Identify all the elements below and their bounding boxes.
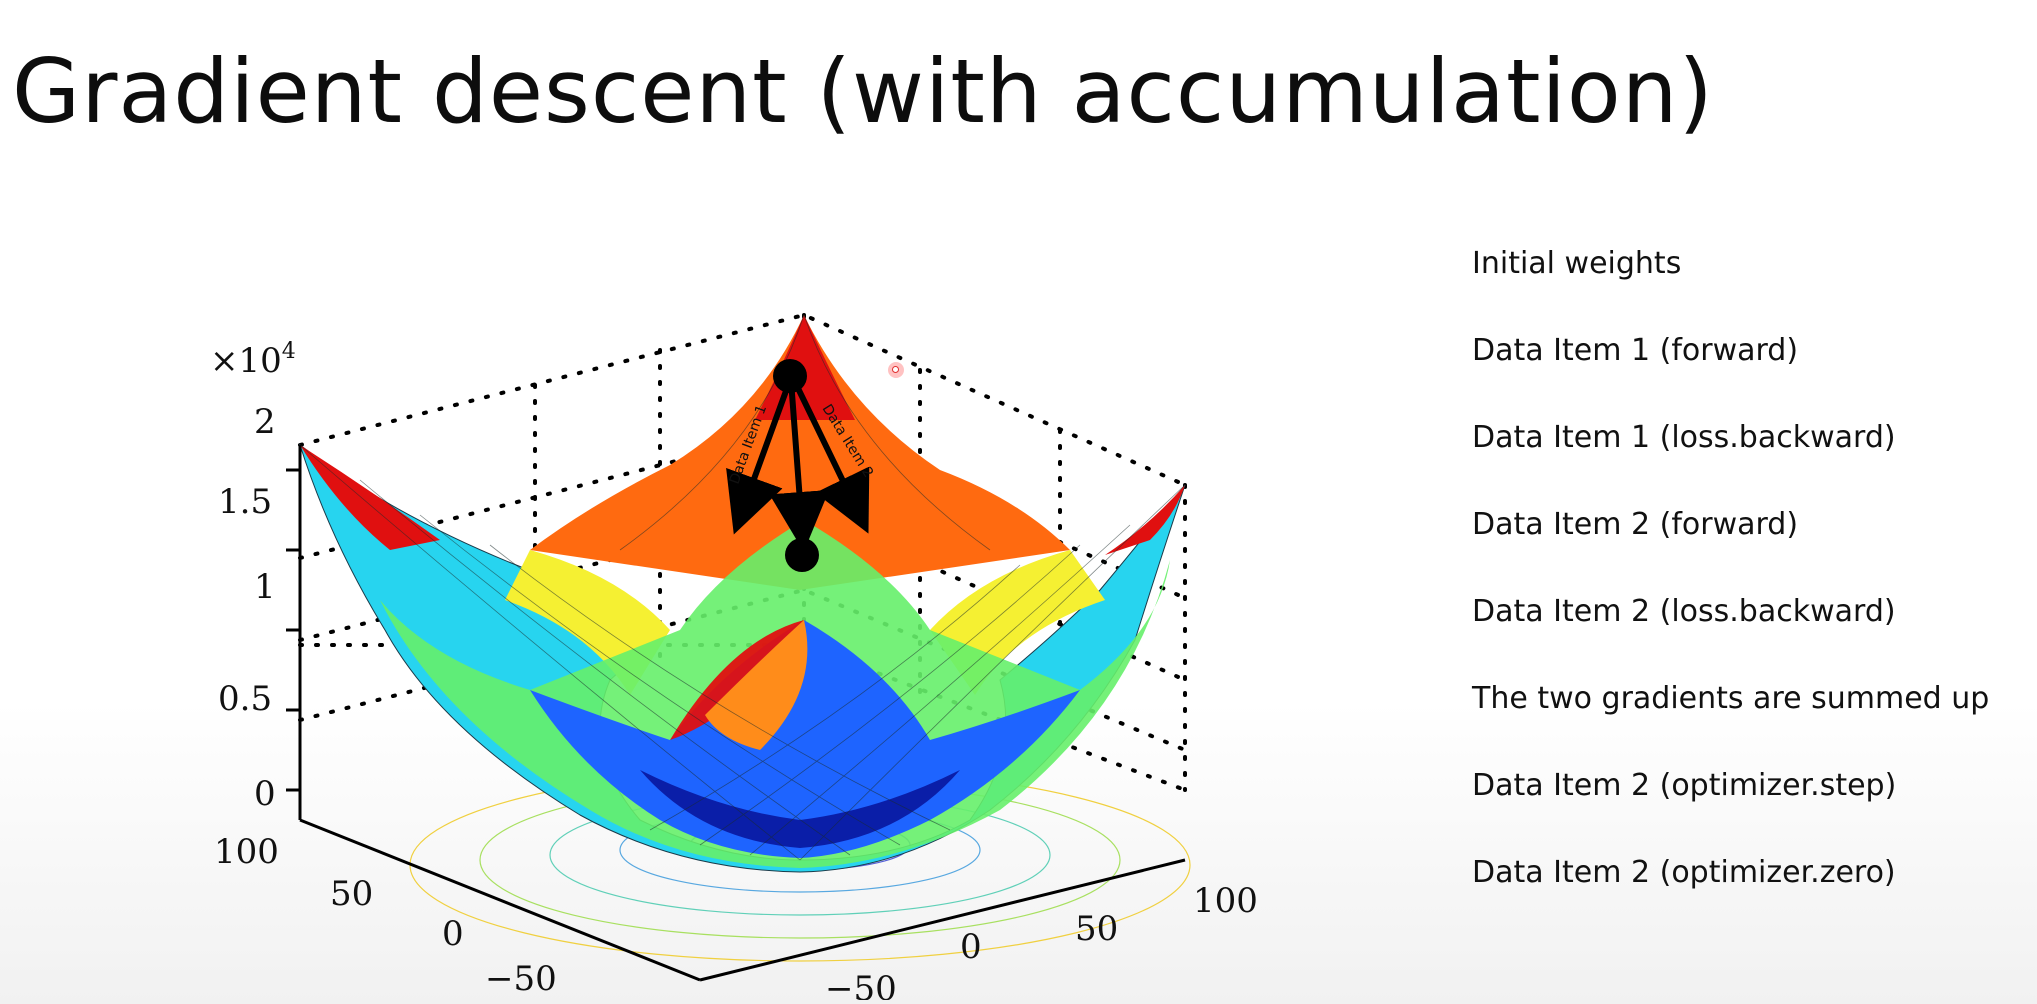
step-item1-backward: Data Item 1 (loss.backward) [1472, 420, 1896, 455]
arrow-data-item-1 [726, 377, 793, 535]
x-tick-100: 100 [1193, 881, 1258, 921]
step-item2-optimizer-step: Data Item 2 (optimizer.step) [1472, 768, 1897, 803]
gradient-arrows [726, 377, 870, 552]
step-gradients-summed: The two gradients are summed up [1472, 681, 1990, 716]
steps-list: Initial weights Data Item 1 (forward) Da… [1472, 238, 1989, 934]
loss-surface-plot: ×104 2 1.5 1 0.5 0 100 50 0 −50 −50 0 50… [210, 312, 1258, 1000]
x-tick-minus-50: −50 [825, 969, 897, 1000]
arrow-data-item-2 [791, 377, 870, 534]
step-item2-optimizer-zero: Data Item 2 (optimizer.zero) [1472, 855, 1896, 890]
step-item2-forward: Data Item 2 (forward) [1472, 507, 1799, 542]
plot-axes [286, 445, 1186, 982]
z-tick-0-5: 0.5 [218, 679, 272, 719]
x-tick-0: 0 [960, 927, 982, 967]
initial-weights-point [773, 359, 807, 393]
step-item2-backward: Data Item 2 (loss.backward) [1472, 594, 1896, 629]
arrow-accumulated [769, 377, 830, 552]
surface-mesh [299, 314, 1186, 861]
z-tick-2: 2 [254, 402, 276, 442]
slide-title: Gradient descent (with accumulation) [12, 40, 1714, 143]
y-tick-minus-50: −50 [485, 959, 557, 999]
y-tick-0: 0 [442, 914, 464, 954]
cursor-indicator-icon [888, 362, 904, 378]
step-item1-forward: Data Item 1 (forward) [1472, 333, 1799, 368]
y-tick-100: 100 [214, 832, 279, 872]
step-initial-weights: Initial weights [1472, 246, 1682, 281]
z-tick-1-5: 1.5 [218, 482, 272, 522]
y-tick-50: 50 [330, 874, 373, 914]
x-tick-50: 50 [1075, 909, 1118, 949]
z-scale-label: ×104 [210, 339, 296, 381]
updated-weights-point [785, 538, 819, 572]
loss-surface [299, 315, 1186, 873]
z-tick-0: 0 [254, 774, 276, 814]
z-tick-1: 1 [254, 567, 276, 607]
